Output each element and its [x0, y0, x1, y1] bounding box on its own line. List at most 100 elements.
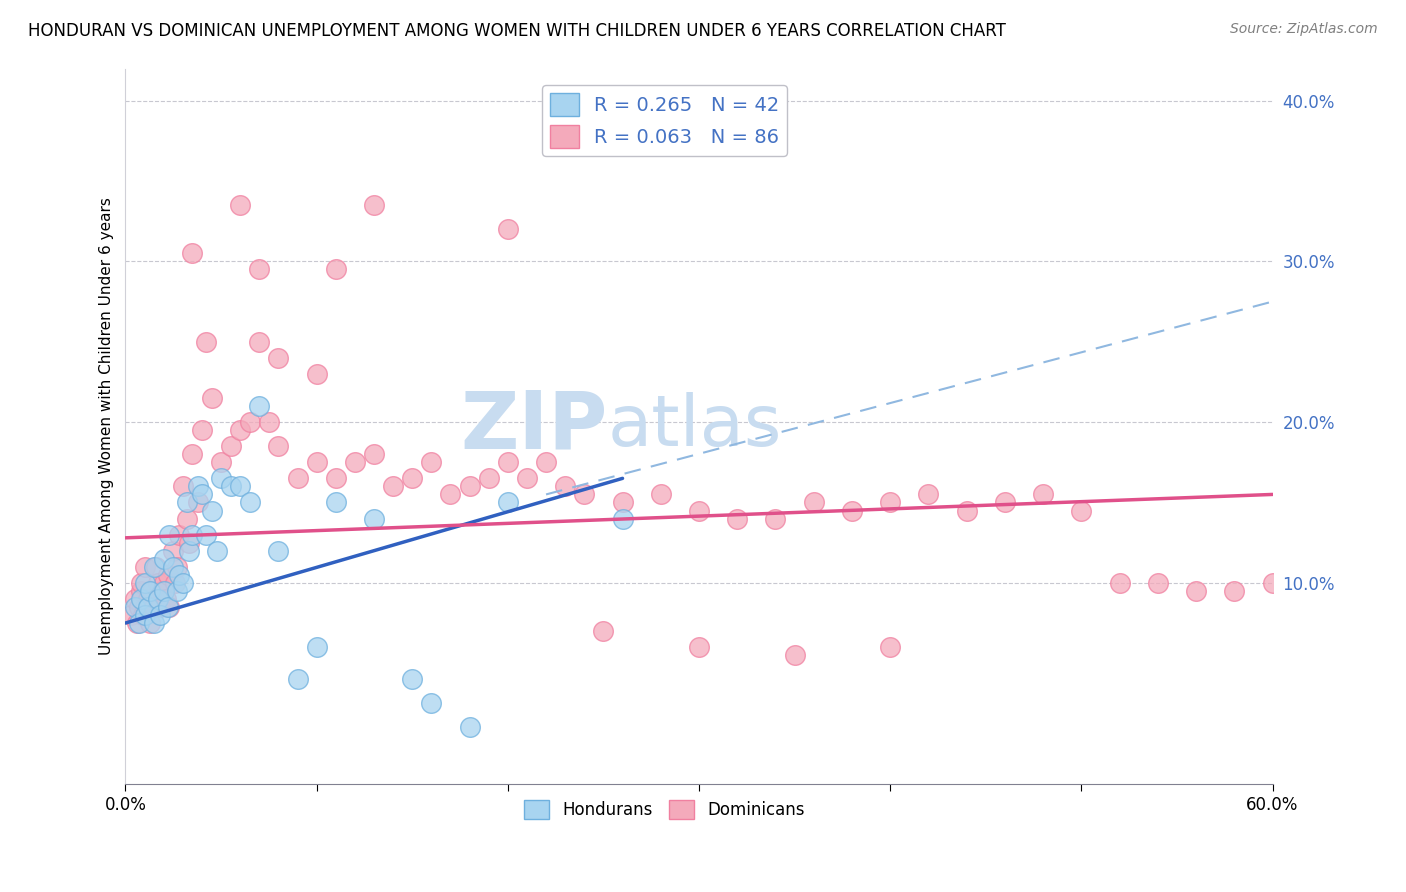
Point: [247, 262, 270, 277]
Point: [191, 487, 214, 501]
Point: [124, 599, 146, 614]
Point: [139, 583, 162, 598]
Point: [229, 423, 252, 437]
Point: [134, 575, 156, 590]
Text: ZIP: ZIP: [460, 387, 607, 465]
Point: [150, 583, 173, 598]
Point: [239, 415, 262, 429]
Point: [267, 439, 290, 453]
Point: [287, 673, 309, 687]
Point: [155, 591, 177, 606]
Text: atlas: atlas: [607, 392, 782, 460]
Point: [145, 559, 167, 574]
Point: [165, 575, 187, 590]
Point: [343, 455, 366, 469]
Point: [478, 471, 501, 485]
Point: [879, 640, 901, 654]
Point: [1108, 575, 1130, 590]
Point: [128, 615, 150, 630]
Point: [124, 591, 146, 606]
Point: [1223, 583, 1246, 598]
Point: [194, 527, 217, 541]
Point: [191, 423, 214, 437]
Point: [267, 543, 290, 558]
Point: [725, 511, 748, 525]
Point: [305, 455, 328, 469]
Point: [152, 583, 174, 598]
Point: [129, 591, 152, 606]
Point: [120, 607, 142, 622]
Point: [181, 527, 204, 541]
Point: [200, 391, 222, 405]
Point: [401, 471, 423, 485]
Point: [287, 471, 309, 485]
Point: [305, 640, 328, 654]
Point: [176, 511, 198, 525]
Point: [143, 599, 166, 614]
Point: [917, 487, 939, 501]
Point: [382, 479, 405, 493]
Point: [152, 575, 174, 590]
Point: [458, 721, 481, 735]
Point: [149, 599, 172, 614]
Point: [143, 615, 166, 630]
Point: [420, 697, 443, 711]
Point: [181, 447, 204, 461]
Point: [516, 471, 538, 485]
Point: [765, 511, 787, 525]
Point: [1070, 503, 1092, 517]
Point: [156, 599, 179, 614]
Point: [247, 334, 270, 349]
Point: [176, 495, 198, 509]
Point: [363, 511, 385, 525]
Point: [177, 535, 200, 549]
Point: [138, 591, 160, 606]
Point: [166, 583, 188, 598]
Point: [209, 455, 232, 469]
Point: [1185, 583, 1208, 598]
Point: [574, 487, 596, 501]
Point: [177, 543, 200, 558]
Point: [138, 599, 160, 614]
Point: [166, 559, 188, 574]
Point: [134, 599, 156, 614]
Point: [496, 222, 519, 236]
Point: [401, 673, 423, 687]
Point: [167, 567, 190, 582]
Point: [325, 262, 347, 277]
Point: [152, 551, 174, 566]
Point: [325, 471, 347, 485]
Point: [257, 415, 280, 429]
Point: [554, 479, 576, 493]
Point: [458, 479, 481, 493]
Point: [141, 583, 163, 598]
Point: [187, 495, 209, 509]
Point: [159, 599, 181, 614]
Point: [128, 599, 150, 614]
Point: [229, 479, 252, 493]
Point: [162, 543, 184, 558]
Point: [167, 527, 190, 541]
Text: HONDURAN VS DOMINICAN UNEMPLOYMENT AMONG WOMEN WITH CHILDREN UNDER 6 YEARS CORRE: HONDURAN VS DOMINICAN UNEMPLOYMENT AMONG…: [28, 22, 1007, 40]
Point: [439, 487, 461, 501]
Point: [534, 455, 557, 469]
Point: [688, 503, 710, 517]
Point: [267, 351, 290, 365]
Point: [159, 527, 181, 541]
Point: [156, 567, 179, 582]
Point: [325, 495, 347, 509]
Point: [181, 246, 204, 260]
Point: [612, 495, 634, 509]
Point: [194, 334, 217, 349]
Point: [612, 511, 634, 525]
Y-axis label: Unemployment Among Women with Children Under 6 years: Unemployment Among Women with Children U…: [100, 197, 114, 655]
Point: [994, 495, 1017, 509]
Point: [688, 640, 710, 654]
Point: [247, 399, 270, 413]
Point: [200, 503, 222, 517]
Point: [149, 607, 172, 622]
Point: [803, 495, 825, 509]
Point: [956, 503, 979, 517]
Point: [187, 479, 209, 493]
Point: [143, 559, 166, 574]
